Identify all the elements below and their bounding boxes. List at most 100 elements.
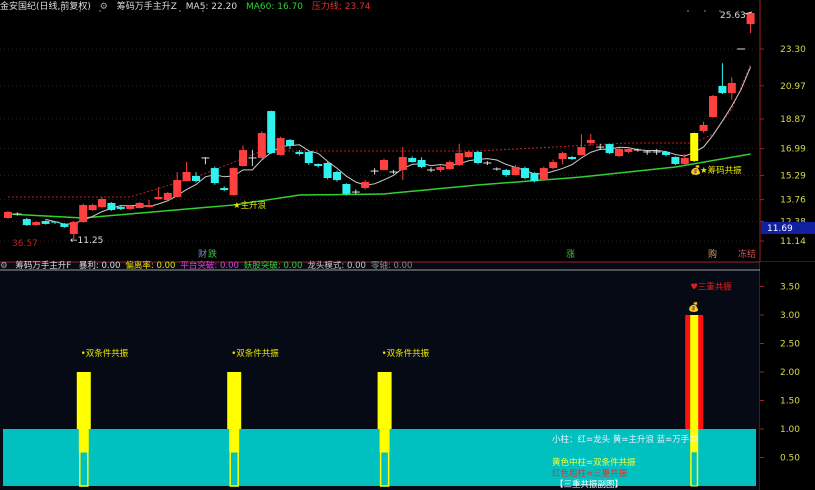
candle-body xyxy=(408,157,417,163)
marker-dot xyxy=(202,10,204,12)
current-price-label: 11.69 xyxy=(767,224,793,234)
candle-body xyxy=(624,148,633,152)
small-yellow-bar xyxy=(78,429,89,452)
small-bar-outline xyxy=(690,451,698,487)
candle-body xyxy=(22,219,31,226)
money-bag-icon: 💰 xyxy=(688,301,699,313)
sub-indicator-value: 零轴: 0.00 xyxy=(370,261,413,271)
double-resonance-bar xyxy=(377,372,392,429)
marker-dot xyxy=(259,10,261,12)
settings-icon[interactable]: ⚙ xyxy=(0,261,8,271)
settings-icon[interactable]: ⚙ xyxy=(99,2,108,12)
legend-line-1: 小柱：红=龙头 黄=主升浪 蓝=万手单 xyxy=(552,435,698,445)
candle-body xyxy=(671,157,680,164)
candle-body xyxy=(445,162,454,170)
indicator-tick-label: 3.00 xyxy=(780,311,800,321)
small-yellow-bar xyxy=(379,429,390,452)
high-price-leader xyxy=(744,11,753,15)
candle-body xyxy=(586,139,595,143)
candle-body xyxy=(455,153,464,166)
marker-dot xyxy=(79,10,81,12)
marker-dot xyxy=(61,10,63,12)
candle-body xyxy=(474,151,482,164)
candle-body xyxy=(568,157,576,160)
candle-body xyxy=(107,202,116,211)
baseline-area xyxy=(3,429,756,486)
high-price-label: 25.63 xyxy=(720,11,746,21)
event-marker: 涨 xyxy=(566,249,575,260)
candle-body xyxy=(173,180,182,197)
sub-indicator-value: 妖股突破: 0.00 xyxy=(243,261,303,271)
price-tick-label: 11.14 xyxy=(780,237,806,247)
left-value-label: 36.57 xyxy=(12,239,38,249)
legend-line-4: 【三重共振副图】 xyxy=(555,480,624,490)
marker-dot xyxy=(719,10,721,12)
candle-body xyxy=(464,151,473,158)
price-tick-label: 15.29 xyxy=(780,171,806,181)
candle-body xyxy=(380,160,388,170)
candle-body xyxy=(79,205,88,223)
candle-body xyxy=(210,168,219,184)
small-yellow-bar xyxy=(229,429,240,452)
triple-resonance-core xyxy=(690,315,699,486)
low-price-label: ←11.25 xyxy=(70,236,103,246)
indicator-tick-label: 2.50 xyxy=(780,340,800,350)
candle-body xyxy=(295,151,304,155)
candle-body xyxy=(239,150,247,167)
indicator-tick-label: 3.50 xyxy=(780,283,800,293)
candle-body xyxy=(530,172,539,182)
candle-body xyxy=(304,151,313,164)
stock-title[interactable]: 金安国纪(日线,前复权) xyxy=(0,2,91,12)
legend-line-3: 红色粗柱=三重共振 xyxy=(552,469,628,479)
event-marker: 购 xyxy=(708,248,717,260)
candle-body xyxy=(746,12,755,25)
candle-body xyxy=(605,144,614,154)
price-tick-label: 20.97 xyxy=(780,82,806,92)
marker-dot xyxy=(704,10,706,12)
small-bar-outline xyxy=(379,451,390,487)
candle-body xyxy=(577,147,586,155)
candle-body xyxy=(88,205,97,211)
candle-body xyxy=(539,168,548,181)
candle-body xyxy=(98,199,106,208)
sub-indicator-value: 平台突破: 0.00 xyxy=(180,261,239,271)
candle-body xyxy=(69,222,78,235)
indicator-header: ⚙ 筹码万手主升F 暴利: 0.00 偏离率: 0.00 平台突破: 0.00 妖股突… xyxy=(0,262,422,272)
indicator-tick-label: 1.00 xyxy=(780,425,800,435)
money-bag-icon: 💰 xyxy=(690,164,701,176)
candle-body xyxy=(116,207,125,209)
candle-body xyxy=(126,205,135,209)
indicator-tick-label: 2.00 xyxy=(780,368,800,378)
ma5-line xyxy=(45,66,752,225)
indicator-tick-label: 0.50 xyxy=(780,454,800,464)
candle-body xyxy=(286,139,294,146)
candle-body xyxy=(333,172,341,181)
small-bar-outline xyxy=(229,451,239,487)
candle-body xyxy=(699,124,708,131)
double-resonance-label: •双条件共振 xyxy=(382,348,430,359)
indicator-axis-bg xyxy=(760,262,815,490)
candle-body xyxy=(690,133,699,161)
candle-body xyxy=(727,82,736,94)
candle-body xyxy=(615,148,623,157)
ma60-line xyxy=(7,153,751,219)
candle-body xyxy=(558,153,567,160)
double-resonance-label: •双条件共振 xyxy=(81,348,129,359)
candle-body xyxy=(267,111,276,154)
candle-body xyxy=(135,202,144,209)
sub-indicator-name[interactable]: 筹码万手主升F xyxy=(15,261,72,271)
candle-body xyxy=(257,133,266,158)
candle-body xyxy=(41,220,50,224)
ma60-value: MA60: 16.70 xyxy=(245,2,303,12)
event-marker: 财 xyxy=(198,248,207,260)
event-marker: 冻结 xyxy=(738,248,756,260)
double-resonance-label: •双条件共振 xyxy=(231,348,279,359)
indicator-name[interactable]: 筹码万手主升Z xyxy=(116,2,177,12)
resistance-line xyxy=(8,64,752,198)
candle-body xyxy=(361,181,370,188)
candle-body xyxy=(511,166,520,176)
candle-body xyxy=(145,205,153,208)
resistance-value: 压力线: 23.74 xyxy=(311,2,371,12)
indicator-tick-label: 1.50 xyxy=(780,397,800,407)
